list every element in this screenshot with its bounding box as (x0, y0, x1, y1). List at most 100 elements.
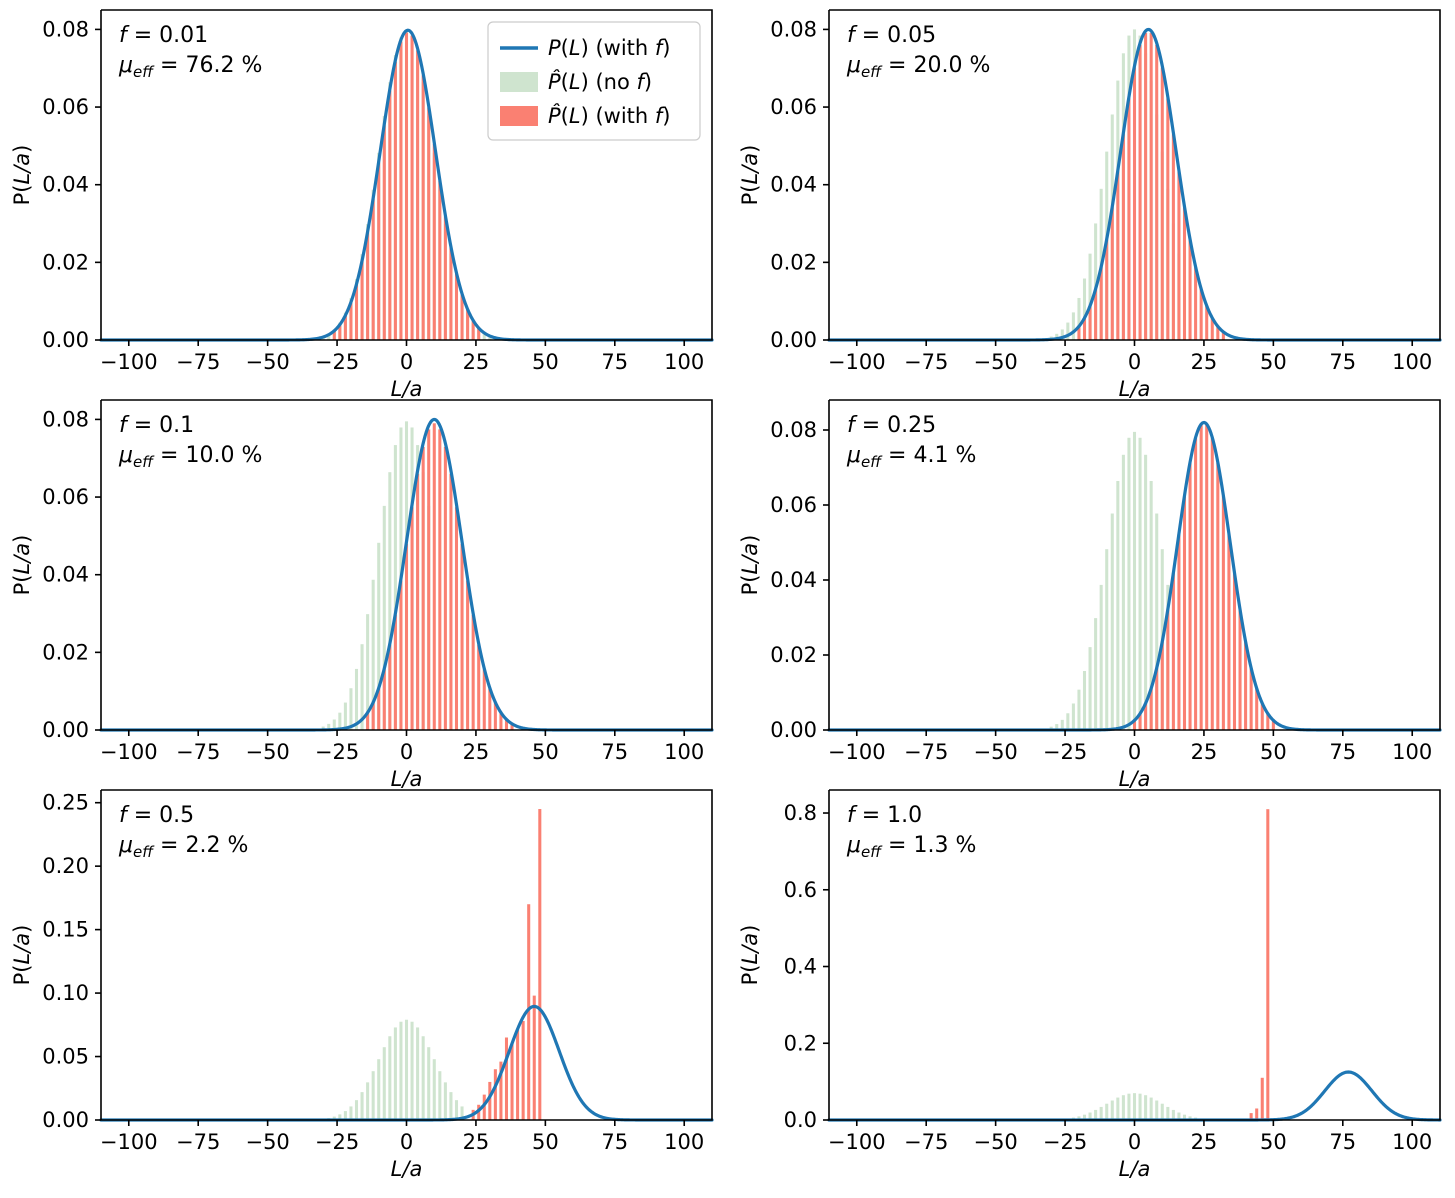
hist-bar (388, 90, 392, 340)
panel-annotation: f = 0.05 μeff = 20.0 % (846, 23, 990, 81)
hist-bar (416, 50, 420, 341)
hist-bar (377, 162, 381, 340)
hist-bar (1110, 1100, 1114, 1120)
x-tick-label: 25 (1191, 740, 1218, 764)
hist-bar (404, 1019, 409, 1120)
hist-bar (366, 232, 370, 340)
hist-bar (1049, 726, 1053, 730)
hist-bar (1221, 331, 1225, 340)
x-tick-label: −100 (100, 350, 158, 374)
axes-spines (100, 399, 713, 731)
chart-panel-2: −100 −75 −50 −25 0 25 50 75 100 L/a 0.00 0.02 0.04 0.… (728, 0, 1455, 399)
legend-box (487, 21, 701, 141)
x-tick-label: −50 (973, 740, 1017, 764)
y-axis: 0.00 0.02 0.04 0.06 0.08 P(L/a) (10, 17, 101, 352)
hist-bar (343, 702, 347, 730)
x-axis-label: L/a (1119, 767, 1151, 789)
hist-bar (1055, 724, 1059, 730)
hist-bar (1060, 329, 1064, 340)
hist-bar (1094, 1109, 1098, 1120)
hist-bar (1082, 318, 1087, 340)
y-tick-label: 0.08 (770, 17, 817, 41)
hist-bar (488, 336, 492, 340)
x-axis: −100 −75 −50 −25 0 25 50 75 100 L/a (828, 1120, 1432, 1179)
y-tick-label: 0.6 (784, 878, 817, 902)
hist-bar (1138, 44, 1142, 340)
hist-bar (443, 446, 447, 730)
hist-bar (432, 143, 436, 340)
hist-bar (1166, 1106, 1170, 1120)
x-axis: −100 −75 −50 −25 0 25 50 75 100 L/a (100, 1120, 704, 1179)
hist-bar (466, 309, 470, 340)
annotation-f: f = 1.0 (847, 803, 922, 828)
hist-bar (466, 580, 470, 730)
legend-patch-swatch (500, 72, 538, 92)
hist-bar (1138, 1093, 1142, 1120)
hist-bar (1182, 496, 1187, 730)
x-tick-label: 100 (664, 350, 704, 374)
hist-bar (1205, 305, 1209, 340)
hist-bar (460, 1106, 464, 1120)
hist-bar (1088, 1112, 1092, 1120)
hist-bar (1155, 1100, 1159, 1120)
annotation-mu-eff: μeff = 76.2 % (118, 53, 262, 81)
x-tick-label: 0 (400, 740, 413, 764)
hist-bar (354, 284, 359, 340)
x-tick-label: −100 (828, 350, 886, 374)
hist-bar (354, 1100, 359, 1120)
x-tick-label: −50 (245, 350, 289, 374)
y-tick-label: 0.06 (770, 95, 817, 119)
panel-annotation: f = 0.1 μeff = 10.0 % (118, 413, 262, 471)
hist-bar (371, 199, 375, 340)
axes-spines (100, 9, 713, 341)
hist-bar (1077, 297, 1081, 340)
y-tick-label: 0.02 (770, 250, 817, 274)
hist-bar (1210, 438, 1214, 730)
x-tick-label: −50 (245, 1130, 289, 1154)
x-tick-label: 50 (1260, 350, 1287, 374)
hist-bar (1121, 134, 1125, 340)
hist-bar (1088, 647, 1092, 730)
y-tick-label: 0.00 (770, 718, 817, 742)
x-tick-label: 100 (1392, 350, 1432, 374)
x-tick-label: −75 (176, 350, 220, 374)
y-tick-label: 0.25 (42, 791, 89, 815)
hist-bar (1177, 534, 1181, 730)
y-tick-label: 0.00 (42, 718, 89, 742)
hist-bar (1166, 98, 1170, 340)
hist-bar (1160, 67, 1164, 340)
hist-bar (1260, 1077, 1264, 1120)
panel-annotation: f = 0.01 μeff = 76.2 % (118, 23, 262, 81)
hist-bar (1088, 253, 1092, 340)
hist-bar (1171, 1109, 1175, 1120)
x-tick-label: 25 (463, 1130, 490, 1154)
hist-bar (1132, 1093, 1137, 1120)
hist-bar (516, 1028, 520, 1120)
legend-label: P(L) (with f) (548, 36, 670, 60)
hist-bar (1149, 1097, 1153, 1120)
hist-bar (1227, 534, 1231, 730)
hist-bar (1194, 267, 1198, 340)
annotation-f: f = 0.05 (847, 23, 936, 48)
hist-bar (360, 644, 364, 730)
hist-bar (477, 644, 481, 730)
hist-series-3 (332, 32, 481, 341)
x-tick-label: −50 (973, 1130, 1017, 1154)
hist-bar (427, 107, 431, 340)
x-axis: −100 −75 −50 −25 0 25 50 75 100 L/a (828, 340, 1432, 399)
hist-bar (1116, 480, 1120, 730)
hist-bar (1232, 573, 1237, 730)
hist-bar (1182, 207, 1187, 340)
hist-bar (371, 579, 375, 730)
y-tick-label: 0.04 (42, 173, 89, 197)
hist-bar (393, 614, 397, 730)
hist-bar (393, 445, 397, 730)
hist-bar (1188, 462, 1192, 730)
y-axis: 0.0 0.2 0.4 0.6 0.8 P(L/a) (738, 801, 829, 1132)
hist-bar (460, 543, 464, 730)
hist-bar (1110, 513, 1114, 730)
hist-bar (1082, 1114, 1087, 1120)
hist-series-3 (1249, 809, 1270, 1120)
y-tick-label: 0.05 (42, 1045, 89, 1069)
hist-bar (338, 324, 342, 340)
